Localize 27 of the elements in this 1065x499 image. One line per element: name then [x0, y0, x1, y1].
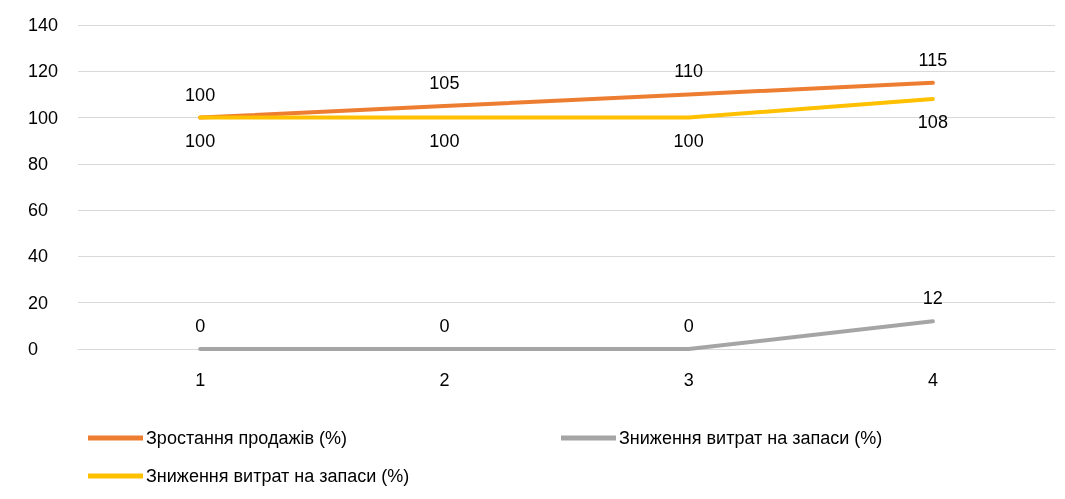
data-label: 0: [195, 316, 206, 336]
y-tick-label: 140: [28, 15, 59, 35]
data-label: 0: [439, 316, 450, 336]
y-tick-label: 40: [28, 246, 49, 267]
data-label: 100: [185, 84, 216, 105]
y-tick-label: 20: [28, 292, 49, 313]
x-tick-label: 2: [439, 370, 450, 390]
x-tick-label: 1: [195, 370, 206, 390]
y-tick-label: 100: [28, 107, 59, 128]
data-label: 110: [674, 61, 703, 82]
x-tick-label: 3: [683, 370, 694, 390]
y-tick-label: 0: [28, 339, 39, 359]
legend-label: Зростання продажів (%): [146, 428, 348, 448]
data-label: 0: [683, 316, 694, 336]
data-label: 108: [917, 112, 948, 133]
y-tick-label: 80: [28, 153, 49, 174]
data-label: 100: [185, 130, 216, 151]
legend-label: Зниження витрат на запаси (%): [146, 466, 410, 486]
y-tick-label: 120: [28, 61, 59, 82]
x-tick-label: 4: [927, 370, 938, 390]
data-label: 115: [918, 49, 948, 70]
data-label: 100: [673, 130, 704, 151]
legend-label: Зниження витрат на запаси (%): [619, 428, 883, 448]
data-label: 12: [922, 288, 943, 309]
data-label: 100: [429, 130, 460, 151]
y-tick-label: 60: [28, 200, 49, 221]
data-label: 105: [429, 73, 460, 93]
